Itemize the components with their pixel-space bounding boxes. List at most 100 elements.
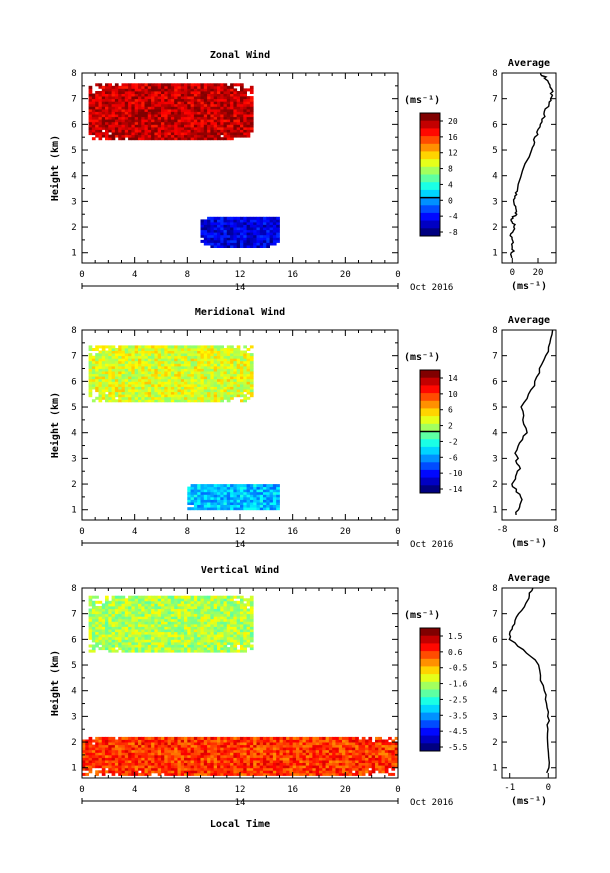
heatmap-cell <box>111 106 116 110</box>
heatmap-cell <box>88 345 93 349</box>
heatmap-cell <box>154 137 159 141</box>
heatmap-cell <box>121 765 126 769</box>
heatmap-cell <box>91 744 96 748</box>
heatmap-cell <box>203 739 208 743</box>
heatmap-cell <box>128 742 132 746</box>
heatmap-cell <box>187 391 191 395</box>
heatmap-cell <box>177 389 182 393</box>
heatmap-cell <box>197 96 201 100</box>
heatmap-cell <box>259 239 264 243</box>
heatmap-cell <box>121 772 126 776</box>
heatmap-cell <box>197 616 201 620</box>
heatmap-cell <box>128 765 132 769</box>
heatmap-cell <box>82 742 86 746</box>
heatmap-cell <box>108 350 112 354</box>
heatmap-cell <box>134 623 139 627</box>
heatmap-cell <box>98 365 103 369</box>
heatmap-cell <box>187 355 191 359</box>
heatmap-cell <box>121 378 126 382</box>
heatmap-cell <box>98 116 103 120</box>
heatmap-cell <box>223 360 228 364</box>
heatmap-cell <box>95 83 99 87</box>
heatmap-cell <box>193 504 198 508</box>
heatmap-cell <box>197 611 201 615</box>
heatmap-cell <box>98 629 103 633</box>
heatmap-cell <box>180 386 185 390</box>
heatmap-cell <box>184 363 188 367</box>
heatmap-cell <box>177 129 182 133</box>
heatmap-cell <box>246 603 251 607</box>
heatmap-cell <box>197 636 201 640</box>
heatmap-cell <box>200 770 205 774</box>
heatmap-cell <box>226 242 231 246</box>
y-tick-label: 2 <box>71 480 76 490</box>
heatmap-cell <box>91 621 96 625</box>
heatmap-cell <box>121 639 126 643</box>
heatmap-cell <box>151 770 155 774</box>
heatmap-cell <box>144 757 149 761</box>
heatmap-cell <box>249 116 254 120</box>
heatmap-cell <box>236 486 241 490</box>
heatmap-cell <box>138 116 142 120</box>
heatmap-cell <box>180 360 185 364</box>
heatmap-cell <box>256 219 261 223</box>
heatmap-cell <box>161 629 165 633</box>
heatmap-cell <box>157 608 162 612</box>
heatmap-cell <box>249 636 254 640</box>
heatmap-cell <box>91 119 96 123</box>
heatmap-cell <box>230 229 234 233</box>
heatmap-cell <box>128 389 132 393</box>
heatmap-cell <box>259 229 264 233</box>
heatmap-cell <box>177 754 182 758</box>
heatmap-cell <box>161 373 165 377</box>
heatmap-cell <box>230 365 234 369</box>
heatmap-cell <box>118 358 122 362</box>
heatmap-cell <box>217 221 221 225</box>
heatmap-cell <box>249 391 254 395</box>
heatmap-cell <box>210 98 215 102</box>
heatmap-cell <box>88 598 93 602</box>
heatmap-cell <box>207 224 211 228</box>
heatmap-cell <box>177 739 182 743</box>
heatmap-cell <box>213 234 218 238</box>
heatmap-cell <box>105 85 109 89</box>
heatmap-cell <box>180 83 185 87</box>
heatmap-cell <box>151 736 155 740</box>
heatmap-cell <box>256 496 261 500</box>
heatmap-cell <box>276 486 280 490</box>
heatmap-cell <box>276 747 280 751</box>
heatmap-cell <box>207 644 211 648</box>
heatmap-cell <box>210 368 215 372</box>
heatmap-cell <box>108 399 112 403</box>
heatmap-cell <box>200 371 205 375</box>
heatmap-cell <box>217 649 221 653</box>
heatmap-cell <box>286 754 290 758</box>
heatmap-cell <box>98 736 103 740</box>
heatmap-cell <box>177 381 182 385</box>
heatmap-cell <box>213 103 218 107</box>
heatmap-cell <box>180 378 185 382</box>
heatmap-cell <box>269 237 274 241</box>
heatmap-cell <box>276 232 280 236</box>
heatmap-cell <box>240 494 244 498</box>
heatmap-cell <box>210 496 215 500</box>
heatmap-cell <box>170 129 175 133</box>
heatmap-cell <box>197 757 201 761</box>
heatmap-cell <box>128 754 132 758</box>
heatmap-cell <box>131 621 136 625</box>
heatmap-cell <box>180 742 185 746</box>
heatmap-cell <box>223 747 228 751</box>
heatmap-cell <box>259 754 264 758</box>
heatmap-cell <box>101 644 106 648</box>
heatmap-cell <box>203 119 208 123</box>
heatmap-cell <box>88 121 93 125</box>
heatmap-cell <box>151 649 155 653</box>
heatmap-cell <box>223 504 228 508</box>
heatmap-cell <box>111 88 116 92</box>
heatmap-cell <box>141 114 145 118</box>
heatmap-cell <box>233 365 238 369</box>
heatmap-cell <box>177 749 182 753</box>
heatmap-cell <box>167 88 172 92</box>
heatmap-cell <box>121 641 126 645</box>
heatmap-cell <box>200 353 205 357</box>
